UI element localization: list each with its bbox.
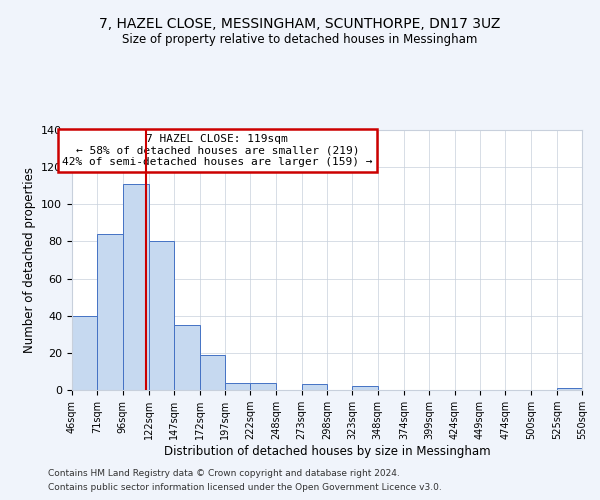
- Bar: [557, 388, 582, 390]
- Bar: [302, 384, 327, 390]
- Bar: [122, 184, 149, 390]
- Bar: [149, 242, 174, 390]
- Bar: [174, 325, 199, 390]
- X-axis label: Distribution of detached houses by size in Messingham: Distribution of detached houses by size …: [164, 445, 490, 458]
- Y-axis label: Number of detached properties: Number of detached properties: [23, 167, 35, 353]
- Bar: [97, 234, 122, 390]
- Text: Contains HM Land Registry data © Crown copyright and database right 2024.: Contains HM Land Registry data © Crown c…: [48, 468, 400, 477]
- Bar: [225, 382, 250, 390]
- Bar: [250, 382, 277, 390]
- Text: Contains public sector information licensed under the Open Government Licence v3: Contains public sector information licen…: [48, 484, 442, 492]
- Bar: [352, 386, 377, 390]
- Text: Size of property relative to detached houses in Messingham: Size of property relative to detached ho…: [122, 32, 478, 46]
- Bar: [199, 354, 225, 390]
- Text: 7 HAZEL CLOSE: 119sqm
← 58% of detached houses are smaller (219)
42% of semi-det: 7 HAZEL CLOSE: 119sqm ← 58% of detached …: [62, 134, 373, 167]
- Text: 7, HAZEL CLOSE, MESSINGHAM, SCUNTHORPE, DN17 3UZ: 7, HAZEL CLOSE, MESSINGHAM, SCUNTHORPE, …: [100, 18, 500, 32]
- Bar: [72, 316, 97, 390]
